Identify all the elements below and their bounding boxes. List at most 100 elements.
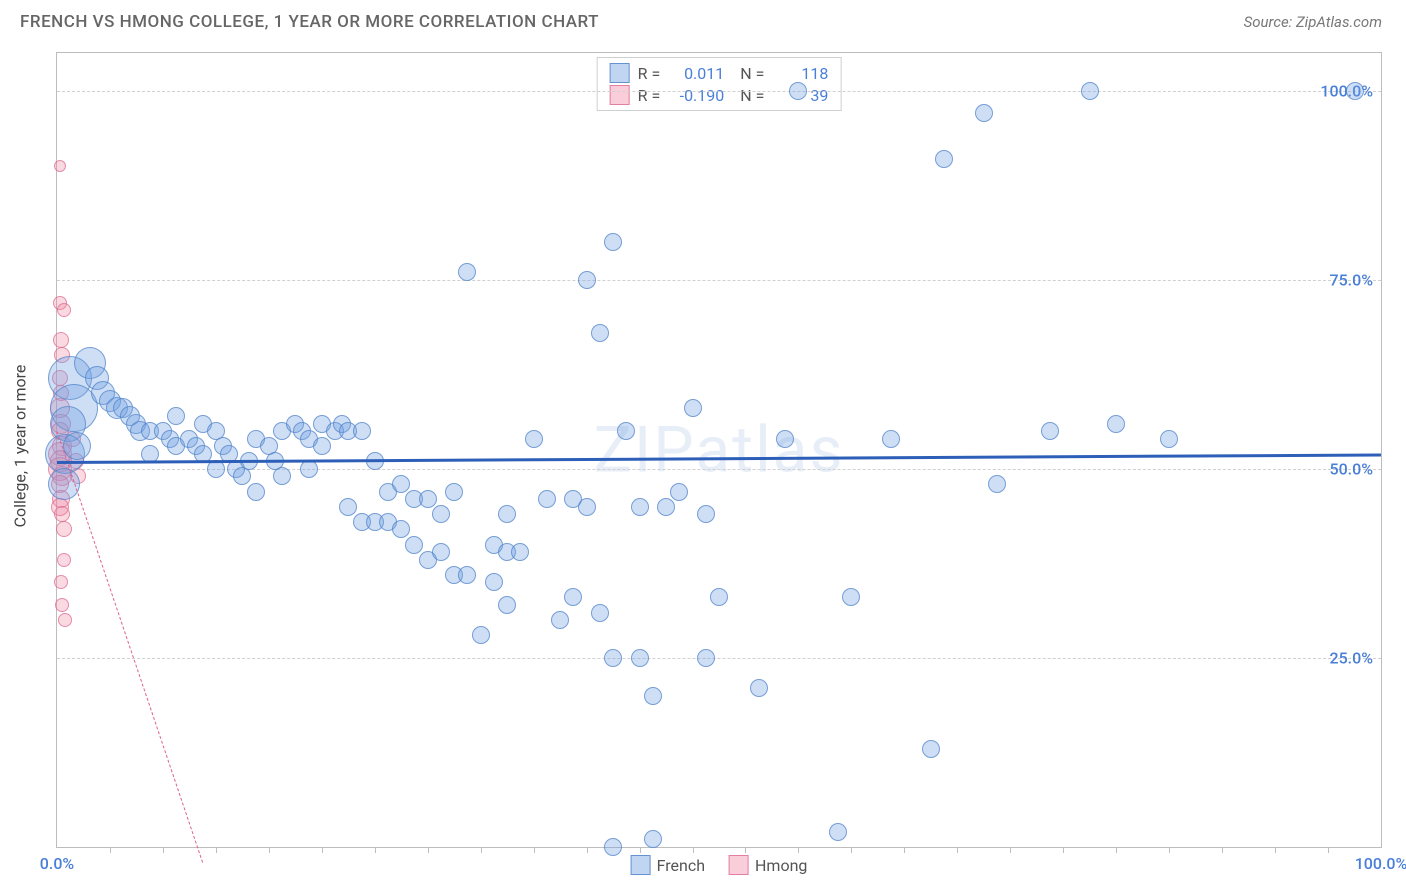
x-tick-mark: [216, 847, 217, 853]
data-point-french: [697, 649, 715, 667]
x-tick-mark: [1063, 847, 1064, 853]
x-tick-mark: [1222, 847, 1223, 853]
data-point-french: [882, 430, 900, 448]
data-point-hmong: [58, 613, 72, 627]
data-point-french: [604, 649, 622, 667]
x-tick-mark: [798, 847, 799, 853]
x-tick-mark: [428, 847, 429, 853]
x-tick-mark: [1328, 847, 1329, 853]
grid-line: [57, 91, 1381, 92]
data-point-french: [604, 233, 622, 251]
data-point-french: [498, 596, 516, 614]
x-tick-mark: [745, 847, 746, 853]
data-point-french: [684, 399, 702, 417]
chart-title: FRENCH VS HMONG COLLEGE, 1 YEAR OR MORE …: [20, 12, 599, 32]
legend-label-hmong: Hmong: [755, 856, 807, 875]
data-point-french: [591, 324, 609, 342]
data-point-french: [922, 740, 940, 758]
data-point-french: [1346, 82, 1364, 100]
x-tick-mark: [322, 847, 323, 853]
data-point-french: [551, 611, 569, 629]
y-tick-label: 50.0%: [1329, 459, 1373, 478]
x-tick-mark: [534, 847, 535, 853]
data-point-french: [578, 271, 596, 289]
x-tick-mark: [957, 847, 958, 853]
x-tick-mark: [1010, 847, 1011, 853]
swatch-hmong-icon: [610, 85, 630, 105]
data-point-french: [578, 498, 596, 516]
grid-line: [57, 280, 1381, 281]
data-point-french: [472, 626, 490, 644]
r-label: R =: [638, 64, 661, 83]
x-tick-mark: [587, 847, 588, 853]
data-point-french: [975, 104, 993, 122]
plot-area: ZIPatlas R = 0.011 N = 118 R = -0.190 N …: [57, 53, 1381, 847]
data-point-french: [564, 588, 582, 606]
data-point-french: [631, 649, 649, 667]
x-tick-mark: [375, 847, 376, 853]
y-tick-label: 75.0%: [1329, 270, 1373, 289]
data-point-french: [617, 422, 635, 440]
data-point-french: [988, 475, 1006, 493]
data-point-hmong: [54, 575, 68, 589]
x-tick-mark: [1275, 847, 1276, 853]
data-point-hmong: [54, 160, 66, 172]
data-point-french: [538, 490, 556, 508]
grid-line: [57, 658, 1381, 659]
data-point-french: [935, 150, 953, 168]
x-tick-mark: [851, 847, 852, 853]
y-axis-title: College, 1 year or more: [11, 365, 30, 528]
swatch-french-icon: [631, 855, 651, 875]
data-point-french: [631, 498, 649, 516]
data-point-french: [405, 536, 423, 554]
legend-item-french: French: [631, 855, 705, 875]
data-point-french: [167, 407, 185, 425]
series-legend: French Hmong: [631, 855, 808, 875]
data-point-french: [1081, 82, 1099, 100]
x-tick-left: 0.0%: [40, 854, 74, 873]
data-point-french: [432, 505, 450, 523]
swatch-french-icon: [610, 63, 630, 83]
data-point-french: [63, 432, 91, 460]
data-point-french: [776, 430, 794, 448]
trend-line-hmong: [57, 431, 204, 862]
data-point-french: [313, 437, 331, 455]
data-point-french: [1041, 422, 1059, 440]
data-point-french: [604, 838, 622, 856]
data-point-french: [458, 566, 476, 584]
data-point-hmong: [57, 553, 71, 567]
data-point-french: [789, 82, 807, 100]
data-point-french: [644, 830, 662, 848]
x-tick-right: 100.0%: [1355, 854, 1406, 873]
legend-label-french: French: [657, 856, 705, 875]
data-point-french: [498, 505, 516, 523]
x-tick-mark: [269, 847, 270, 853]
data-point-hmong: [55, 598, 69, 612]
y-tick-label: 25.0%: [1329, 648, 1373, 667]
x-tick-mark: [640, 847, 641, 853]
data-point-french: [445, 483, 463, 501]
data-point-hmong: [57, 303, 71, 317]
x-tick-mark: [481, 847, 482, 853]
data-point-french: [247, 483, 265, 501]
x-tick-mark: [904, 847, 905, 853]
data-point-french: [485, 573, 503, 591]
x-tick-mark: [1169, 847, 1170, 853]
data-point-french: [1107, 415, 1125, 433]
data-point-french: [273, 467, 291, 485]
data-point-french: [525, 430, 543, 448]
n-value-french: 118: [772, 64, 828, 83]
r-value-hmong: -0.190: [668, 86, 724, 105]
swatch-hmong-icon: [729, 855, 749, 875]
n-label: N =: [732, 86, 764, 105]
data-point-french: [339, 498, 357, 516]
x-tick-mark: [110, 847, 111, 853]
data-point-french: [432, 543, 450, 561]
chart-frame: ZIPatlas R = 0.011 N = 118 R = -0.190 N …: [56, 52, 1382, 848]
data-point-french: [392, 475, 410, 493]
data-point-french: [458, 263, 476, 281]
data-point-french: [591, 604, 609, 622]
data-point-hmong: [53, 332, 69, 348]
data-point-french: [697, 505, 715, 523]
data-point-french: [710, 588, 728, 606]
